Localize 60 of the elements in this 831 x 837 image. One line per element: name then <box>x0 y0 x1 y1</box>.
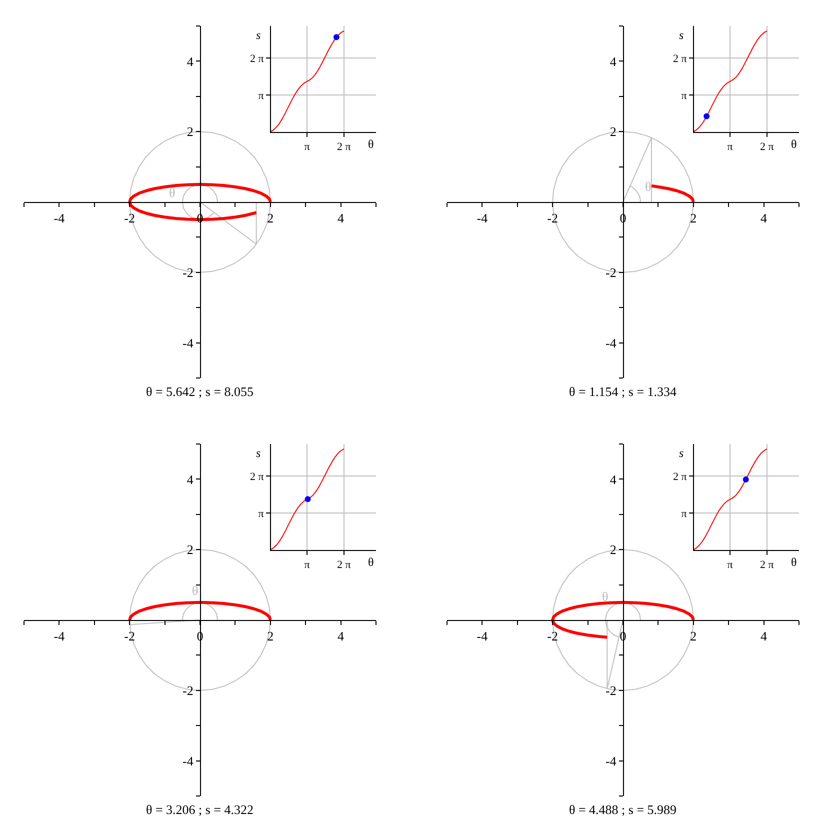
text: θ = 4.488 ; s = 5.989 <box>569 802 677 817</box>
x-tick-label: -2 <box>124 210 136 226</box>
x-axis-title: θ <box>791 555 797 569</box>
y-tick-label: 2 <box>610 542 616 558</box>
text: θ = 1.154 ; s = 1.334 <box>569 384 678 399</box>
y-tick-label: π <box>681 90 688 102</box>
x-tick-label: -4 <box>54 210 66 226</box>
y-tick-label: 2 π <box>250 470 264 483</box>
text: θ = 5.642 ; s = 8.055 <box>146 384 254 399</box>
x-tick-label: -2 <box>547 210 558 226</box>
x-tick-label: -4 <box>54 628 66 644</box>
x-tick-label: π <box>304 141 310 154</box>
y-tick-label: 4 <box>186 54 194 69</box>
y-tick-label: π <box>258 508 264 520</box>
x-tick-label: π <box>304 559 310 572</box>
y-tick-label: 4 <box>610 472 617 487</box>
y-axis-title: s <box>256 446 261 460</box>
y-tick-label: 2 π <box>250 52 264 65</box>
x-tick-label: 2 π <box>337 559 352 572</box>
y-tick-label: -2 <box>606 264 616 280</box>
y-tick-label: 2 <box>186 542 194 558</box>
y-tick-label: -2 <box>606 682 616 698</box>
x-tick-label: -2 <box>547 628 558 644</box>
x-tick-label: π <box>727 141 734 154</box>
x-axis-title: θ <box>368 137 374 151</box>
annotation: θ <box>192 583 198 598</box>
y-tick-label: -4 <box>606 753 617 768</box>
y-tick-label: 4 <box>186 472 194 487</box>
x-tick-label: π <box>727 559 734 572</box>
y-tick-label: -4 <box>606 335 617 350</box>
text: θ = 3.206 ; s = 4.322 <box>146 802 254 817</box>
y-tick-label: 2 π <box>672 52 688 65</box>
y-tick-label: 2 <box>610 124 616 140</box>
x-tick-label: -4 <box>476 210 488 226</box>
annotation: θ <box>602 589 608 604</box>
x-axis-title: θ <box>791 137 797 151</box>
y-tick-label: 2 π <box>672 470 688 483</box>
y-tick-label: π <box>681 508 688 520</box>
x-axis-title: θ <box>368 555 374 569</box>
annotation: θ <box>645 179 652 194</box>
x-tick-label: 2 π <box>337 141 352 154</box>
x-tick-label: 4 <box>338 628 345 644</box>
y-tick-label: π <box>258 90 264 102</box>
y-tick-label: -4 <box>182 335 194 350</box>
x-tick-label: 4 <box>760 628 768 644</box>
annotation: θ <box>169 185 176 200</box>
x-tick-label: 4 <box>760 210 768 226</box>
x-tick-label: 4 <box>338 210 345 226</box>
y-tick-label: -2 <box>182 682 194 698</box>
x-tick-label: -2 <box>124 628 136 644</box>
y-tick-label: 4 <box>610 54 617 69</box>
x-tick-label: 2 π <box>760 559 774 572</box>
y-axis-title: s <box>256 28 261 42</box>
y-axis-title: s <box>679 28 684 42</box>
y-tick-label: 2 <box>186 124 194 140</box>
y-axis-title: s <box>679 446 684 460</box>
x-tick-label: 2 π <box>760 141 774 154</box>
x-tick-label: -4 <box>476 628 488 644</box>
y-tick-label: -4 <box>182 753 194 768</box>
y-tick-label: -2 <box>182 264 194 280</box>
